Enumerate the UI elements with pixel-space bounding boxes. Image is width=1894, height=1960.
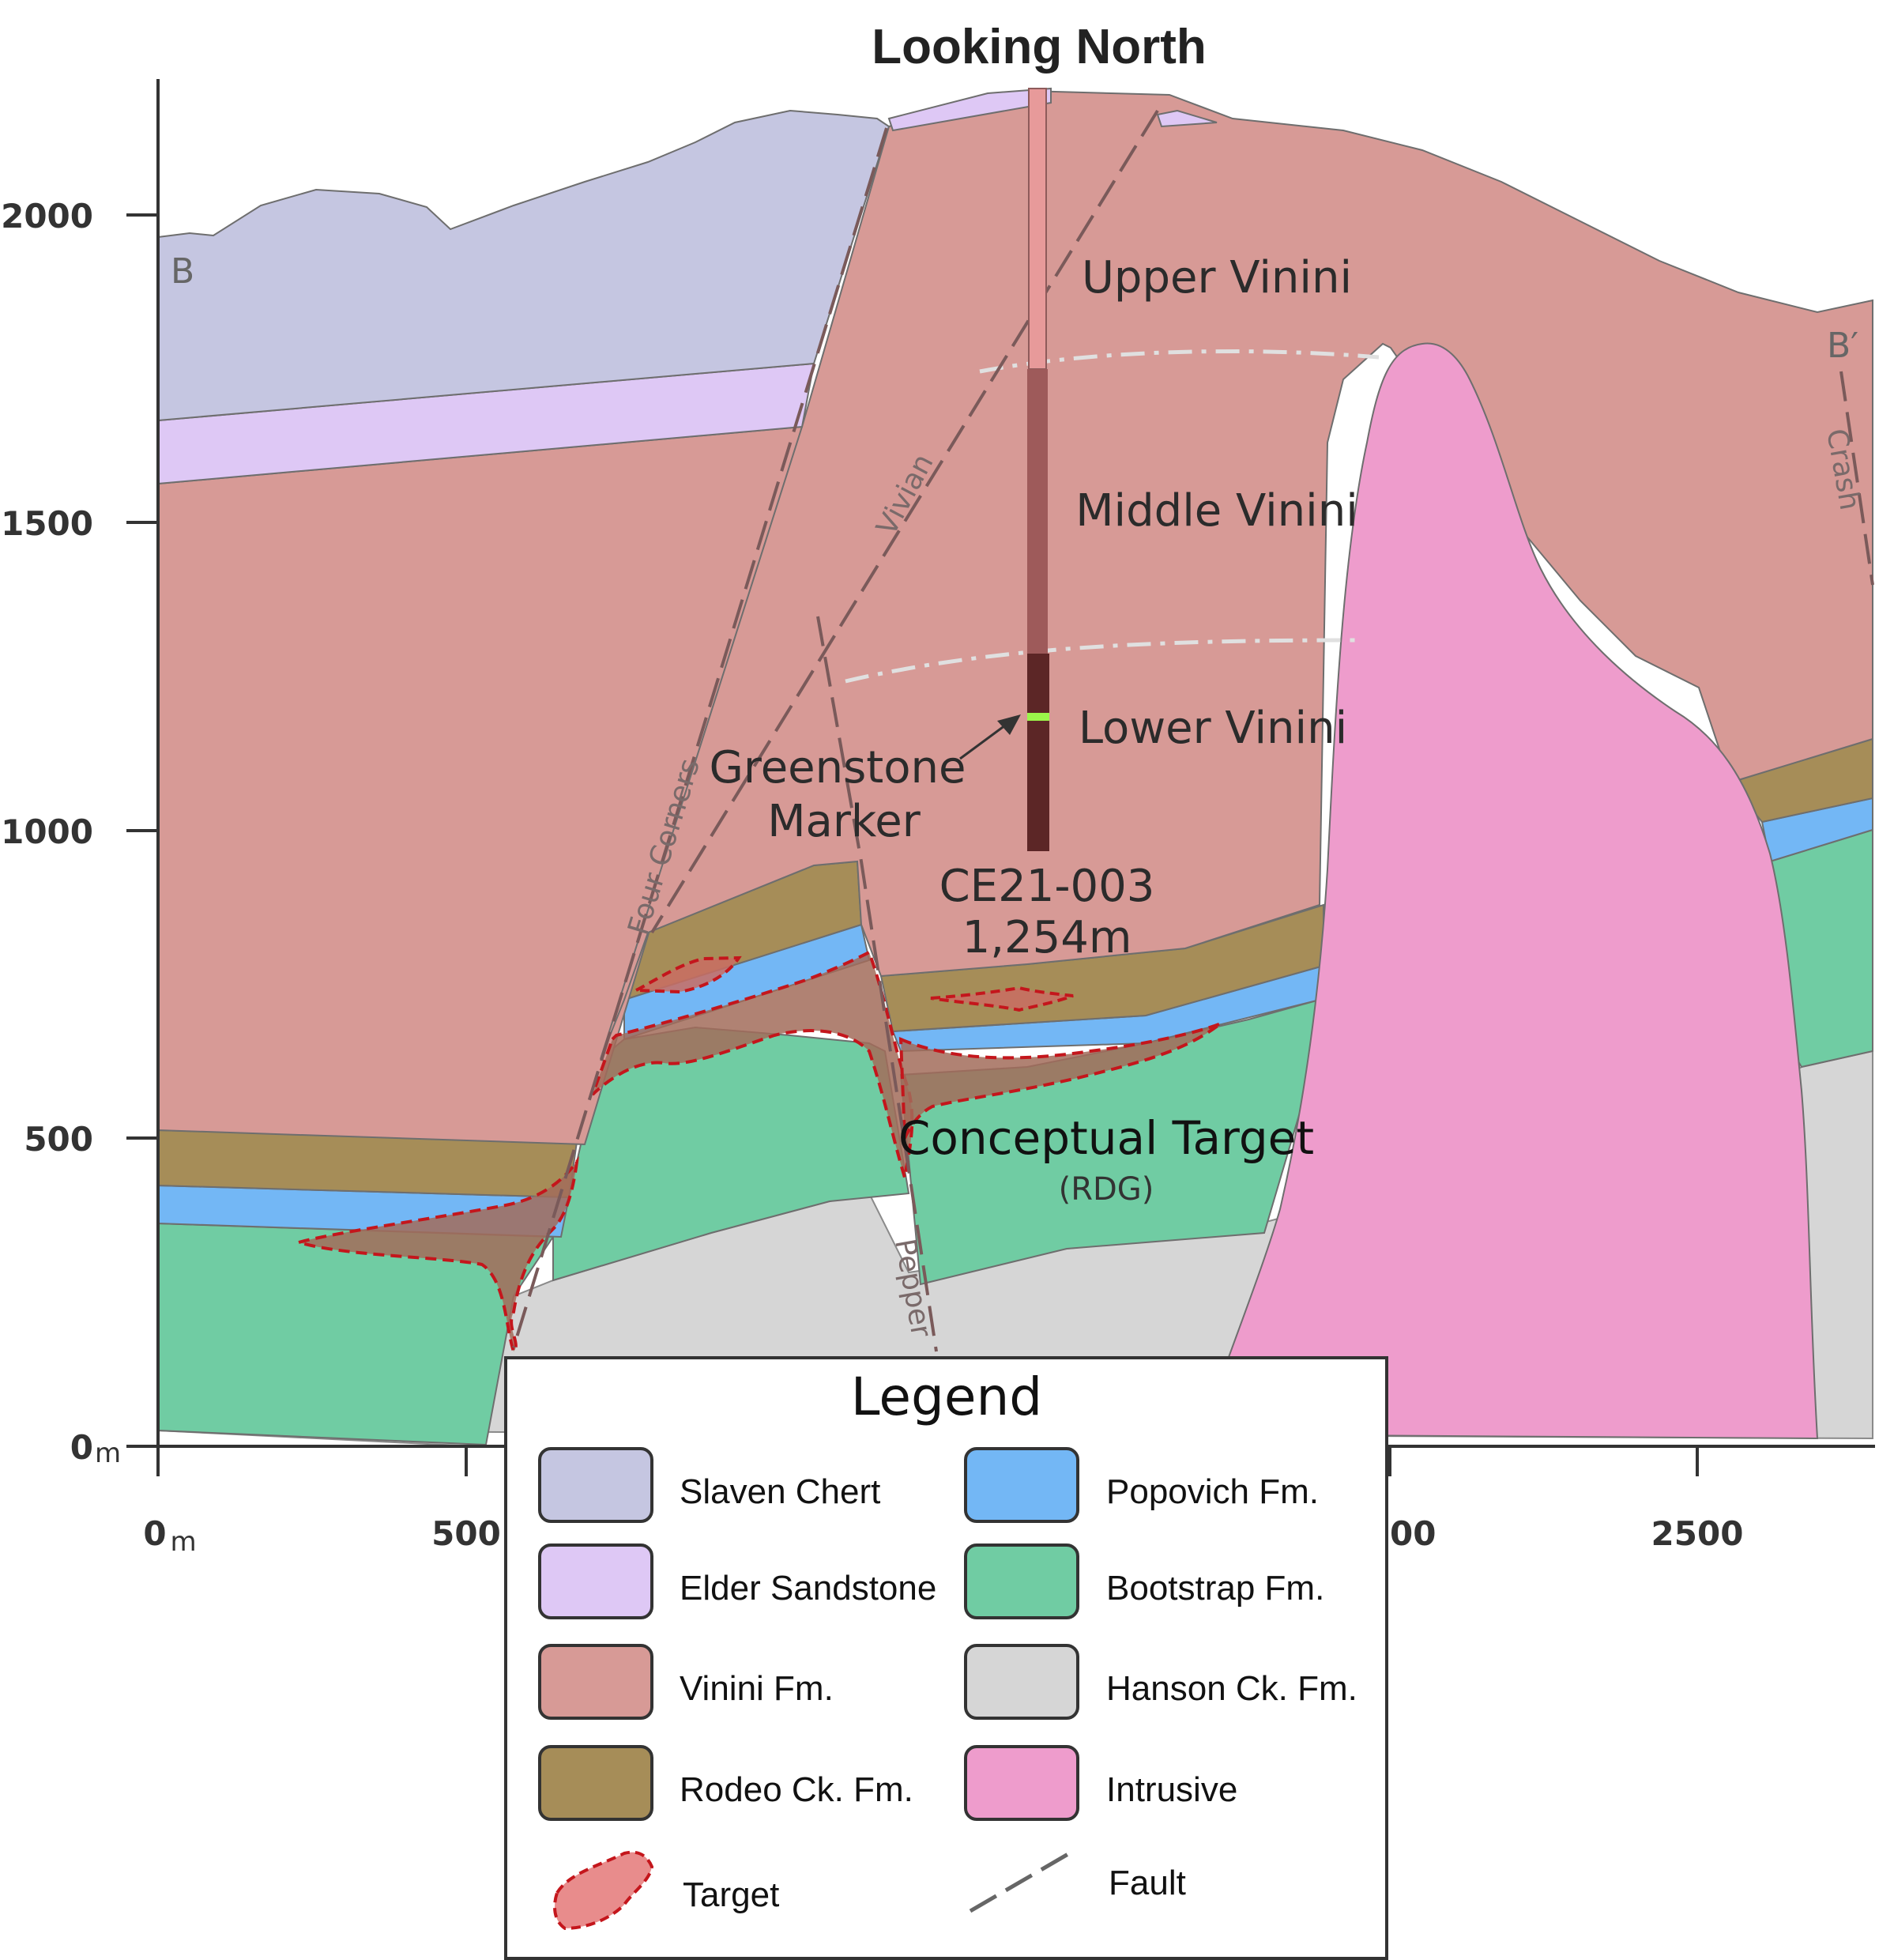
legend-label-fault: Fault — [1109, 1864, 1186, 1902]
greenstone-marker-band — [1027, 713, 1049, 721]
legend-label-target: Target — [683, 1875, 779, 1914]
x-unit-label: m — [170, 1526, 196, 1558]
y-tick-label-500: 500 — [24, 1120, 93, 1159]
legend-swatch-target — [553, 1850, 654, 1931]
legend-swatch-elder-sandstone — [538, 1544, 653, 1619]
legend-label-hanson-ck: Hanson Ck. Fm. — [1106, 1669, 1357, 1708]
greenstone-marker-label-line1: Greenstone — [710, 742, 966, 793]
target-zone-central — [591, 950, 914, 1178]
crash-fault — [1839, 371, 1874, 586]
x-axis-ticks — [156, 1446, 1699, 1476]
legend-label-slaven-chert: Slaven Chert — [680, 1472, 880, 1511]
greenstone-marker-label-line2: Marker — [767, 796, 921, 847]
intrusive-body — [1199, 342, 1819, 1440]
target-pod-north — [630, 956, 742, 994]
target-zone-west — [292, 1155, 579, 1355]
figure-title: Looking North — [872, 20, 1207, 74]
y-tick-label-2000: 2000 — [1, 197, 93, 236]
middle-vinini-label: Middle Vinini — [1075, 485, 1358, 537]
drillhole-id-label: CE21-003 — [939, 861, 1155, 912]
drillhole-lower — [1027, 654, 1049, 851]
y-tick-label-1500: 1500 — [1, 504, 93, 543]
x-tick-label-500: 500 — [431, 1514, 501, 1553]
marker-arrow-head — [997, 714, 1021, 735]
x-tick-label-2500: 2500 — [1651, 1514, 1744, 1553]
legend-label-intrusive: Intrusive — [1106, 1770, 1237, 1809]
drillhole-middle — [1027, 369, 1048, 654]
legend-label-popovich: Popovich Fm. — [1106, 1472, 1319, 1511]
four-corners-fault — [512, 127, 888, 1348]
lower-vinini-label: Lower Vinini — [1079, 703, 1347, 754]
legend-label-vinini: Vinini Fm. — [680, 1669, 834, 1708]
y-axis-ticks — [126, 213, 158, 1448]
legend-swatch-slaven-chert — [538, 1447, 653, 1523]
elder-sandstone-layer-3 — [1156, 109, 1218, 128]
y-tick-label-0: 0 — [70, 1428, 93, 1467]
legend-label-elder-sandstone: Elder Sandstone — [680, 1569, 936, 1608]
legend-swatch-hanson-ck — [964, 1644, 1079, 1720]
legend-swatch-bootstrap — [964, 1544, 1079, 1619]
legend-label-bootstrap: Bootstrap Fm. — [1106, 1569, 1324, 1608]
vinini-fm-layer-2 — [600, 89, 1873, 1060]
section-end-label: B′ — [1827, 326, 1858, 366]
x-tick-label-0: 0 — [143, 1514, 166, 1553]
section-start-label: B — [171, 251, 194, 292]
legend-swatch-vinini — [538, 1644, 653, 1720]
middle-lower-boundary — [845, 638, 1356, 684]
drillhole-upper — [1028, 88, 1047, 370]
legend-swatch-popovich — [964, 1447, 1079, 1523]
conceptual-target-label: Conceptual Target — [898, 1111, 1314, 1165]
legend-box: Legend Slaven Chert Popovich Fm. Elder S… — [504, 1356, 1388, 1960]
vivian-fault — [650, 109, 1159, 934]
target-pod-middle — [930, 986, 1074, 1012]
y-unit-label: m — [95, 1438, 121, 1469]
elder-sandstone-layer-2 — [887, 87, 1052, 132]
y-tick-label-1000: 1000 — [1, 812, 93, 851]
target-zone-east — [898, 1022, 1222, 1139]
pepper-fault — [816, 616, 938, 1352]
legend-label-rodeo-ck: Rodeo Ck. Fm. — [680, 1770, 913, 1809]
drillhole-depth-label: 1,254m — [962, 912, 1132, 963]
slaven-chert-layer — [157, 109, 891, 422]
legend-swatch-rodeo-ck — [538, 1745, 653, 1821]
legend-swatch-fault — [969, 1847, 1078, 1913]
conceptual-target-sublabel: (RDG) — [1059, 1171, 1154, 1208]
legend-swatch-intrusive — [964, 1745, 1079, 1821]
legend-title: Legend — [851, 1366, 1042, 1427]
upper-vinini-label: Upper Vinini — [1082, 252, 1352, 303]
